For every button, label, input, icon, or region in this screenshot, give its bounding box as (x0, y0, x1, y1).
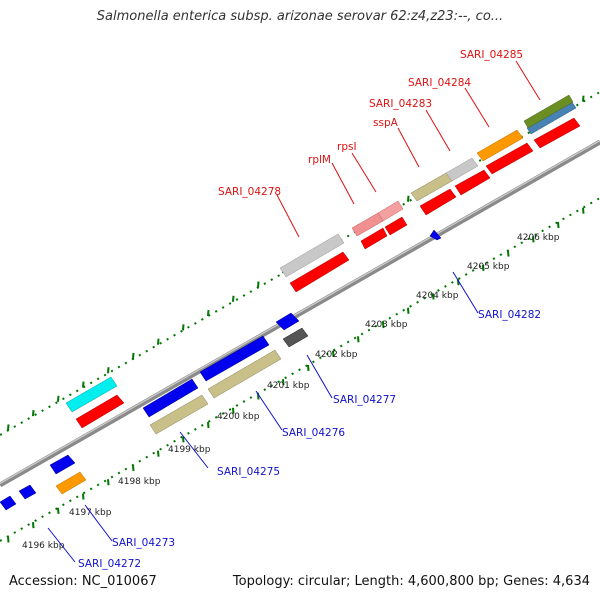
tick-mark (307, 364, 310, 372)
tick-mark (407, 195, 410, 202)
gene-sari-04283-gray[interactable] (445, 157, 479, 182)
kbp-label: 4196 kbp (22, 541, 65, 551)
gene-blue-2[interactable] (18, 484, 37, 500)
kbp-label: 4202 kbp (315, 350, 358, 360)
tick-mark (207, 310, 210, 317)
tick-mark (107, 479, 110, 486)
genome-backbone (0, 139, 600, 488)
gene-sari-04273-orange[interactable] (55, 471, 87, 495)
tick-mark (357, 336, 360, 343)
gene-sari-04285-arrow[interactable] (533, 117, 581, 149)
gene-features (0, 94, 581, 511)
tick-mark (132, 464, 135, 472)
tick-mark (582, 95, 585, 102)
top-gene-label[interactable]: rpsI (337, 141, 357, 153)
tick-mark (282, 379, 285, 386)
tick-mark (32, 410, 35, 417)
gene-blue-1[interactable] (0, 495, 17, 511)
tick-mark (57, 507, 60, 514)
gene-sari-04277-blue[interactable] (275, 312, 300, 331)
tick-mark (32, 522, 35, 529)
tick-mark (557, 221, 560, 229)
genome-backbone-highlight (0, 139, 600, 485)
tick-mark (432, 293, 435, 300)
gene-rpsi-arrow[interactable] (384, 216, 408, 236)
gene-sari-04278-arrow[interactable] (289, 251, 350, 293)
tick-mark (232, 407, 235, 414)
gene-sari-04282-blue[interactable] (429, 229, 442, 241)
bottom-gene-label[interactable]: SARI_04282 (478, 309, 541, 321)
gene-rplm-arrow[interactable] (360, 227, 388, 250)
gene-sari-04275-blue[interactable] (142, 378, 199, 418)
gene-sari-04276-blue[interactable] (199, 335, 270, 382)
gene-sari-04277-dark[interactable] (282, 327, 309, 348)
tick-mark (257, 281, 260, 288)
top-gene-labels: SARI_04278 rplM rpsI sspA SARI_04283 SAR… (218, 49, 523, 198)
tick-mark (82, 381, 85, 388)
bottom-gene-label[interactable]: SARI_04276 (282, 427, 345, 439)
top-gene-label[interactable]: SARI_04278 (218, 186, 281, 198)
tick-mark (332, 350, 335, 357)
kbp-labels: 4196 kbp 4197 kbp 4198 kbp 4199 kbp 4200… (22, 233, 560, 551)
tick-mark (582, 207, 585, 214)
gene-sari-04273-blue[interactable] (49, 454, 76, 475)
gene-sari-04275-khaki[interactable] (149, 394, 209, 435)
accession-text: Accession: NC_010067 (9, 574, 157, 589)
tick-mark (532, 236, 535, 243)
tick-mark (7, 424, 10, 431)
kbp-label: 4199 kbp (168, 445, 211, 455)
bottom-gene-label[interactable]: SARI_04273 (112, 537, 175, 549)
gene-sari-04278-gray[interactable] (279, 233, 345, 278)
gene-sari-04283-arrow[interactable] (454, 169, 491, 196)
tick-mark (157, 450, 160, 457)
gene-cyan[interactable] (65, 376, 118, 413)
top-gene-label[interactable]: sspA (373, 117, 399, 129)
map-title: Salmonella enterica subsp. arizonae sero… (96, 9, 504, 24)
gene-sari-04285-olive[interactable] (523, 94, 574, 129)
tick-mark (107, 367, 110, 374)
kbp-label: 4206 kbp (517, 233, 560, 243)
lower-tick-track (0, 197, 600, 542)
bottom-gene-label[interactable]: SARI_04272 (78, 558, 141, 570)
tick-mark (132, 352, 135, 360)
bottom-gene-labels: SARI_04272 SARI_04273 SARI_04275 SARI_04… (78, 309, 541, 570)
gene-sspa-arrow[interactable] (419, 188, 457, 216)
kbp-label: 4204 kbp (416, 291, 459, 301)
kbp-label: 4201 kbp (267, 381, 310, 391)
top-gene-label[interactable]: SARI_04283 (369, 98, 432, 110)
tick-mark (182, 324, 185, 331)
top-leader-lines (276, 60, 541, 238)
topology-text: Topology: circular; Length: 4,600,800 bp… (232, 574, 590, 589)
kbp-label: 4203 kbp (365, 320, 408, 330)
gene-sari-04276-khaki[interactable] (207, 349, 282, 399)
gene-sari-04284-orange[interactable] (476, 129, 524, 162)
gene-sari-04284-arrow[interactable] (485, 142, 534, 175)
kbp-label: 4200 kbp (217, 412, 260, 422)
tick-mark (182, 436, 185, 443)
top-gene-label[interactable]: rplM (308, 154, 331, 166)
tick-mark (207, 422, 210, 429)
gene-rpsi-pink[interactable] (377, 200, 404, 222)
tick-mark (57, 395, 60, 402)
bottom-gene-label[interactable]: SARI_04277 (333, 394, 396, 406)
tick-mark (507, 250, 510, 257)
bottom-leader-lines (47, 271, 479, 563)
bottom-gene-label[interactable]: SARI_04275 (217, 466, 280, 478)
tick-mark (407, 307, 410, 314)
tick-mark (232, 295, 235, 302)
top-gene-label[interactable]: SARI_04284 (408, 77, 471, 89)
top-gene-label[interactable]: SARI_04285 (460, 49, 523, 61)
kbp-label: 4205 kbp (467, 262, 510, 272)
kbp-label: 4197 kbp (69, 508, 112, 518)
kbp-label: 4198 kbp (118, 477, 161, 487)
gene-left-red-arrow[interactable] (75, 394, 125, 429)
tick-mark (82, 493, 85, 500)
tick-mark (482, 264, 485, 271)
tick-mark (382, 321, 385, 329)
tick-mark (7, 536, 10, 543)
tick-mark (157, 338, 160, 345)
